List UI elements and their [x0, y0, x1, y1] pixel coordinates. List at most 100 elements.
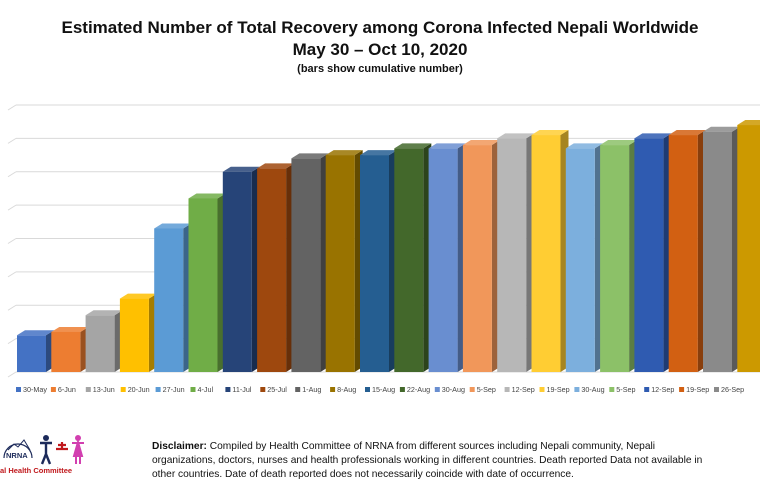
- bar-front: [634, 138, 664, 372]
- legend-swatch: [574, 387, 580, 392]
- bar-front: [462, 145, 492, 372]
- chart-note: (bars show cumulative number): [297, 63, 463, 75]
- bar-front: [703, 131, 732, 372]
- bar-front: [737, 125, 760, 373]
- bar: [222, 166, 260, 372]
- bar-top: [462, 140, 500, 146]
- legend-label: 27-Jun: [163, 385, 185, 394]
- bar-top: [257, 163, 295, 169]
- legend-label: 30-Aug: [442, 385, 465, 394]
- legend-label: 30-May: [23, 385, 47, 394]
- gridline-diagonal: [7, 171, 17, 178]
- bar-front: [257, 168, 287, 372]
- bar-top: [291, 153, 329, 159]
- legend-swatch: [295, 387, 301, 392]
- gridline-diagonal: [7, 204, 17, 211]
- bar-top: [531, 130, 569, 136]
- legend-label: 19-Sep: [547, 385, 570, 394]
- bar-front: [154, 228, 184, 372]
- bar-top: [154, 223, 192, 229]
- bar-front: [85, 315, 115, 372]
- bar-chart: 30-May 6-Jun 13-Jun 20-Jun 27-Jun 4-Jul 11-Jul…: [7, 104, 760, 394]
- disclaimer: Disclaimer: Compiled by Health Committee…: [152, 440, 712, 481]
- legend-label: 5-Sep: [477, 385, 496, 394]
- legend-swatch: [644, 387, 650, 392]
- legend-label: 12-Sep: [512, 385, 535, 394]
- bar-front: [325, 155, 355, 372]
- legend-swatch: [50, 387, 56, 392]
- legend-swatch: [504, 387, 510, 392]
- legend-swatch: [85, 387, 91, 392]
- bar: [394, 143, 432, 372]
- legend-swatch: [120, 387, 126, 392]
- bar: [634, 133, 672, 372]
- logo-mountain: [7, 439, 31, 451]
- bar-front: [668, 135, 698, 372]
- bar: [565, 143, 603, 372]
- legend-swatch: [434, 387, 440, 392]
- legend-swatch: [16, 387, 21, 392]
- bar-front: [222, 171, 252, 372]
- bar: [85, 310, 123, 372]
- logo-caption: al Health Committee: [0, 466, 73, 475]
- legend-label: 1-Aug: [302, 385, 321, 394]
- legend-swatch: [225, 387, 231, 392]
- bar: [668, 130, 706, 372]
- legend-swatch: [714, 387, 719, 392]
- bar-top: [394, 143, 432, 149]
- legend-label: 11-Jul: [232, 385, 251, 394]
- bar: [291, 153, 329, 372]
- bar: [360, 150, 397, 372]
- disclaimer-text: Compiled by Health Committee of NRNA fro…: [152, 441, 703, 480]
- logo-arc: [3, 443, 33, 459]
- bar: [428, 143, 466, 372]
- legend-swatch: [399, 387, 405, 392]
- bars: [17, 120, 760, 373]
- bar-top: [360, 150, 397, 156]
- chart-title: Estimated Number of Total Recovery among…: [61, 18, 699, 37]
- chart-subtitle: May 30 – Oct 10, 2020: [292, 40, 468, 59]
- legend-label: 22-Aug: [407, 385, 430, 394]
- person-icon-pink: [72, 435, 84, 464]
- bar-front: [188, 198, 218, 372]
- bar-front: [119, 298, 149, 372]
- legend-label: 12-Sep: [651, 385, 674, 394]
- legend-swatch: [155, 387, 161, 392]
- legend: 30-May 6-Jun 13-Jun 20-Jun 27-Jun 4-Jul 11-Jul…: [16, 385, 744, 394]
- bar: [17, 330, 54, 372]
- bar: [325, 150, 363, 372]
- bar: [531, 130, 569, 372]
- bar-top: [565, 143, 603, 149]
- legend-swatch: [609, 387, 615, 392]
- legend-swatch: [190, 387, 196, 392]
- legend-label: 4-Jul: [198, 385, 214, 394]
- legend-swatch: [330, 387, 336, 392]
- bar-top: [428, 143, 466, 149]
- gridline-diagonal: [7, 238, 17, 244]
- bar-top: [222, 166, 260, 172]
- legend-label: 26-Sep: [721, 385, 744, 394]
- bar-front: [497, 138, 527, 372]
- legend-swatch: [679, 387, 685, 392]
- bar-top: [668, 130, 706, 136]
- nrna-logo: NRNA: [0, 428, 120, 500]
- bar: [600, 140, 638, 372]
- bar-front: [428, 148, 458, 372]
- bar-top: [737, 120, 760, 126]
- bar: [51, 326, 89, 372]
- gridline-diagonal: [7, 371, 17, 378]
- person-icon-navy: [40, 435, 52, 465]
- gridline-diagonal: [7, 104, 17, 111]
- bar-front: [394, 148, 424, 372]
- legend-swatch: [365, 387, 370, 392]
- bar-top: [325, 150, 363, 156]
- bar: [497, 133, 535, 372]
- legend-swatch: [539, 387, 545, 392]
- bar-top: [51, 326, 89, 332]
- bar: [703, 126, 740, 372]
- legend-label: 19-Sep: [686, 385, 709, 394]
- bar: [119, 293, 157, 372]
- gridline-diagonal: [7, 304, 17, 311]
- bar: [462, 140, 500, 372]
- disclaimer-label: Disclaimer:: [152, 441, 207, 452]
